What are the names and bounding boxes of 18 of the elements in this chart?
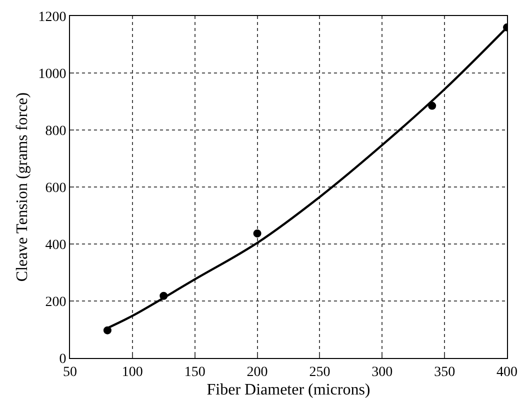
x-axis-title: Fiber Diameter (microns) <box>206 382 370 398</box>
x-tick-label: 50 <box>63 364 77 380</box>
y-tick-label: 800 <box>45 124 66 139</box>
y-tick-label: 1200 <box>38 10 66 25</box>
y-tick-label: 1000 <box>38 66 66 82</box>
y-tick-label: 0 <box>59 352 66 367</box>
x-tick-label: 250 <box>309 364 330 380</box>
y-tick-label: 400 <box>45 238 66 253</box>
point <box>253 229 262 238</box>
x-tick-label: 350 <box>434 364 456 380</box>
y-axis-title: Cleave Tension (grams force) <box>14 92 32 282</box>
y-tick-label: 600 <box>45 180 66 196</box>
y-tick-label: 200 <box>45 294 66 310</box>
x-tick-label: 150 <box>184 364 206 380</box>
x-tick-label: 100 <box>122 364 143 380</box>
x-tick-label: 200 <box>246 364 268 380</box>
x-tick-label: 300 <box>372 364 393 380</box>
x-tick-label: 400 <box>496 364 518 380</box>
